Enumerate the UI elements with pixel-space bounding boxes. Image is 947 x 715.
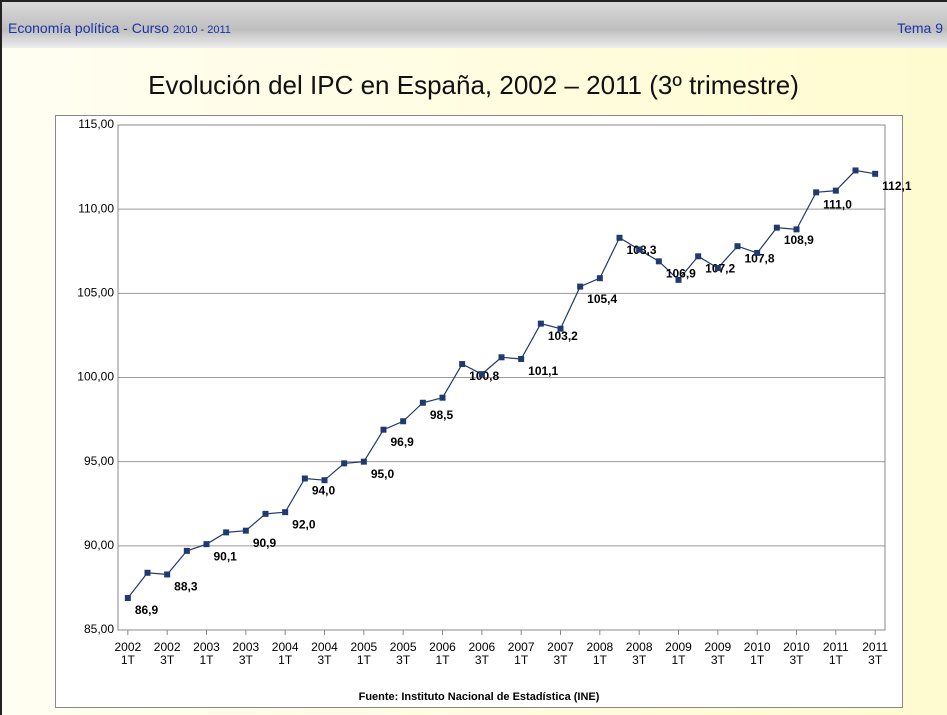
x-tick-label: 2002 3T (153, 640, 181, 667)
point (223, 529, 230, 536)
y-tick-label: 85,00 (84, 622, 114, 636)
point (124, 595, 131, 602)
course: Economía política - Curso 2010 - 2011 (8, 20, 231, 36)
x-tick-label: 2008 1T (586, 640, 614, 667)
data-label: 90,1 (214, 549, 238, 563)
point (301, 475, 308, 482)
point (695, 253, 702, 260)
point (793, 226, 800, 233)
x-tick-label: 2005 3T (389, 640, 417, 667)
data-label: 112,1 (882, 179, 912, 193)
x-tick-label: 2005 1T (350, 640, 378, 667)
point (655, 258, 662, 265)
point (852, 167, 859, 174)
x-tick-label: 2003 3T (232, 640, 260, 667)
x-tick-label: 2009 1T (665, 640, 692, 667)
point (419, 399, 426, 406)
point (164, 571, 171, 578)
point (518, 355, 525, 362)
course-years: 2010 - 2011 (172, 24, 231, 36)
data-label: 98,5 (430, 408, 454, 422)
plot-area (117, 124, 886, 631)
data-label: 86,9 (135, 603, 159, 617)
point (754, 249, 761, 256)
data-label: 88,3 (174, 580, 198, 594)
data-label: 101,1 (528, 364, 558, 378)
chart-box (55, 115, 903, 708)
point (616, 234, 623, 241)
data-label: 105,4 (587, 292, 617, 306)
x-tick-label: 2010 1T (743, 640, 771, 667)
x-tick-label: 2011 1T (822, 640, 849, 667)
data-label: 108,9 (784, 233, 814, 247)
x-tick-label: 2004 1T (271, 640, 299, 667)
point (439, 394, 446, 401)
point (773, 224, 780, 231)
point (675, 276, 682, 283)
data-label: 96,9 (391, 435, 415, 449)
point (183, 547, 190, 554)
series-line (127, 169, 876, 599)
point (380, 426, 387, 433)
data-label: 106,9 (666, 267, 696, 281)
x-tick-label: 2010 3T (783, 640, 810, 667)
point (341, 460, 348, 467)
chart-title: Evolución del IPC en España, 2002 – 2011… (148, 70, 799, 100)
topic: Tema 9 (897, 20, 943, 36)
point (872, 170, 879, 177)
point (557, 325, 564, 332)
point (537, 320, 544, 327)
point (832, 187, 839, 194)
point (262, 510, 269, 517)
data-label: 92,0 (292, 517, 316, 531)
point (636, 246, 643, 253)
y-tick-label: 115,00 (78, 117, 114, 131)
x-tick-label: 2007 1T (507, 640, 535, 667)
data-label: 111,0 (823, 198, 852, 212)
x-tick-label: 2006 3T (468, 640, 496, 667)
point (714, 265, 721, 272)
point (203, 541, 210, 548)
header: Economía política - Curso 2010 - 2011 Te… (2, 2, 947, 48)
point (813, 189, 820, 196)
y-tick-label: 105,00 (77, 286, 114, 300)
x-tick-label: 2003 1T (193, 640, 220, 667)
x-tick-label: 2008 3T (625, 640, 653, 667)
x-tick-label: 2002 1T (114, 640, 142, 667)
point (360, 458, 367, 465)
data-label: 107,8 (745, 251, 775, 265)
data-label: 103,2 (548, 329, 578, 343)
point (596, 275, 603, 282)
point (459, 361, 466, 368)
y-tick-label: 110,00 (78, 201, 114, 215)
y-tick-label: 90,00 (84, 538, 114, 552)
x-tick-label: 2007 3T (547, 640, 574, 667)
source: Fuente: Instituto Nacional de Estadístic… (358, 691, 600, 703)
point (242, 527, 249, 534)
point (144, 569, 151, 576)
point (498, 354, 505, 361)
point (478, 371, 485, 378)
point (282, 509, 289, 516)
data-label: 94,0 (312, 484, 336, 498)
point (577, 283, 584, 290)
x-tick-label: 2004 3T (311, 640, 338, 667)
x-tick-label: 2006 1T (429, 640, 456, 667)
x-tick-label: 2009 3T (704, 640, 732, 667)
x-tick-label: 2011 3T (862, 640, 889, 667)
y-tick-label: 100,00 (77, 370, 114, 384)
data-label: 90,9 (253, 536, 277, 550)
data-label: 95,0 (371, 467, 395, 481)
course-name: Economía política - Curso (8, 20, 173, 36)
point (734, 243, 741, 250)
point (400, 418, 407, 425)
point (321, 477, 328, 484)
y-tick-label: 95,00 (84, 454, 114, 468)
